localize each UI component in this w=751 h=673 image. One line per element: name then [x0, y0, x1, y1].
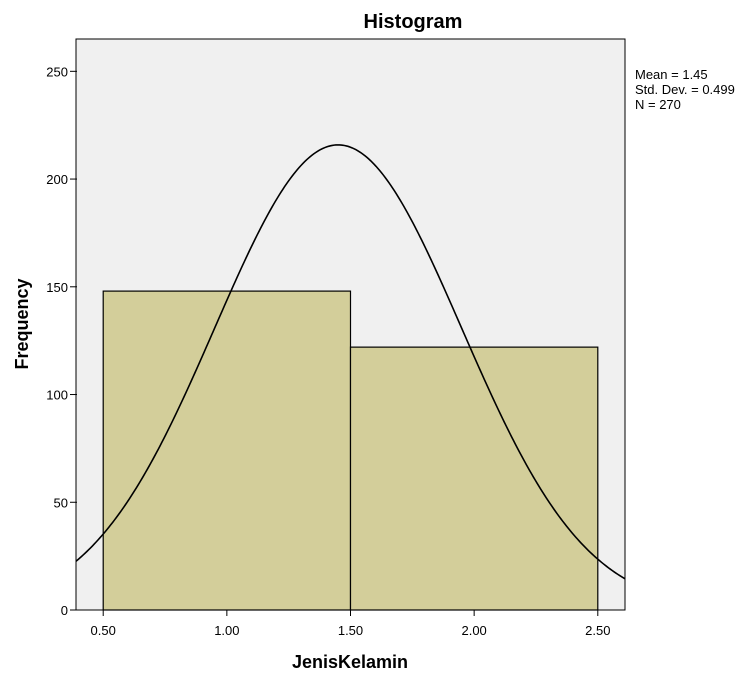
- stat-std-dev: Std. Dev. = 0.499: [635, 82, 735, 97]
- stat-n: N = 270: [635, 97, 681, 112]
- x-tick-label: 1.00: [214, 623, 239, 638]
- y-tick-label: 250: [46, 64, 68, 79]
- histogram-bar-1: [102, 290, 352, 611]
- y-tick-label: 0: [61, 603, 68, 618]
- y-tick-label: 150: [46, 280, 68, 295]
- x-tick-label: 2.00: [461, 623, 486, 638]
- histogram-bars: [102, 290, 599, 611]
- normal-curve: [76, 144, 625, 580]
- x-axis: 0.50 1.00 1.50 2.00 2.50: [91, 610, 610, 638]
- y-axis: 0 50 100 150 200 250: [46, 64, 77, 618]
- y-tick-label: 100: [46, 388, 68, 403]
- x-tick-label: 2.50: [585, 623, 610, 638]
- histogram-bar-2: [349, 346, 599, 611]
- x-tick-label: 1.50: [338, 623, 363, 638]
- y-tick-label: 200: [46, 172, 68, 187]
- x-axis-label: JenisKelamin: [292, 652, 408, 672]
- y-tick-label: 50: [54, 495, 68, 510]
- x-tick-label: 0.50: [91, 623, 116, 638]
- chart-title: Histogram: [364, 11, 463, 33]
- y-axis-label: Frequency: [12, 278, 32, 369]
- stat-mean: Mean = 1.45: [635, 67, 708, 82]
